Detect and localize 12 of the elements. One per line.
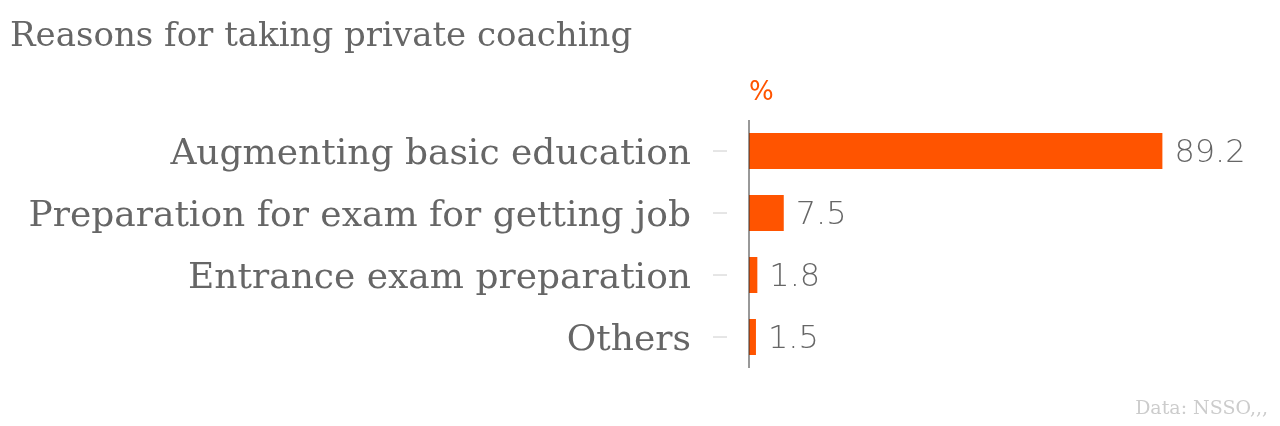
data-label: 1.8 bbox=[769, 256, 821, 295]
bar bbox=[749, 195, 784, 231]
data-label: 7.5 bbox=[795, 194, 847, 233]
data-label: 89.2 bbox=[1174, 132, 1246, 171]
y-tick-label: Entrance exam preparation bbox=[188, 254, 691, 296]
data-label: 1.5 bbox=[767, 318, 819, 357]
y-tick-label: Augmenting basic education bbox=[169, 130, 691, 172]
y-tick-label: Preparation for exam for getting job bbox=[28, 192, 691, 234]
text: Reasons for taking private coaching bbox=[10, 14, 633, 54]
x-axis-title: % bbox=[749, 76, 774, 106]
bar bbox=[749, 133, 1163, 169]
y-tick-label: Others bbox=[566, 316, 691, 358]
